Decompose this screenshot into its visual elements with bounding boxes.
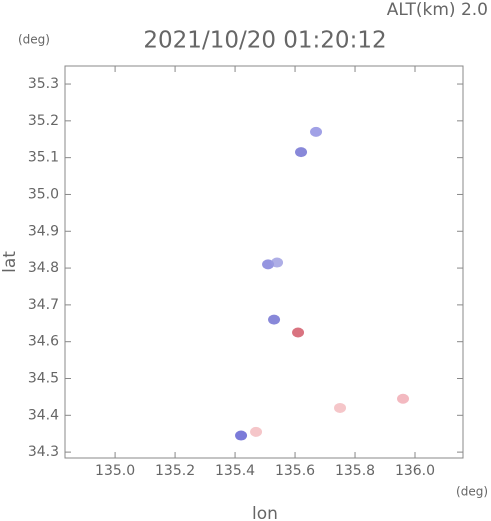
y-tick-label: 34.8 <box>28 260 59 276</box>
echo-point <box>334 402 347 413</box>
echo-point <box>295 147 308 158</box>
x-unit: (deg) <box>456 485 488 499</box>
y-unit: (deg) <box>18 33 50 47</box>
echo-point <box>310 126 323 137</box>
echo-point <box>262 259 275 270</box>
plot-frame <box>64 65 464 459</box>
chart-title: 2021/10/20 01:20:12 <box>143 28 386 54</box>
x-tick-label: 135.6 <box>275 463 315 479</box>
y-tick-label: 35.1 <box>28 150 59 166</box>
y-tick-label: 35.3 <box>28 76 59 92</box>
y-tick-label: 34.6 <box>28 334 59 350</box>
y-label: lat <box>0 251 20 273</box>
x-tick-label: 135.8 <box>335 463 375 479</box>
y-tick-label: 34.3 <box>28 444 59 460</box>
y-tick-label: 34.4 <box>28 407 59 423</box>
echo-point <box>397 393 410 404</box>
subtitle: ALT(km) 2.0 <box>387 0 488 20</box>
y-tick-label: 35.0 <box>28 186 59 202</box>
echo-point <box>235 430 248 441</box>
x-tick-label: 135.2 <box>155 463 195 479</box>
y-tick-label: 34.5 <box>28 370 59 386</box>
x-tick-label: 135.0 <box>95 463 135 479</box>
x-label: lon <box>252 504 278 521</box>
echo-point <box>271 257 284 268</box>
echo-point <box>268 314 281 325</box>
x-tick-label: 135.4 <box>215 463 255 479</box>
echo-point <box>292 327 305 338</box>
x-tick-label: 136.0 <box>395 463 435 479</box>
y-tick-label: 35.2 <box>28 113 59 129</box>
echo-point <box>250 426 263 437</box>
y-tick-label: 34.9 <box>28 223 59 239</box>
y-tick-label: 34.7 <box>28 297 59 313</box>
